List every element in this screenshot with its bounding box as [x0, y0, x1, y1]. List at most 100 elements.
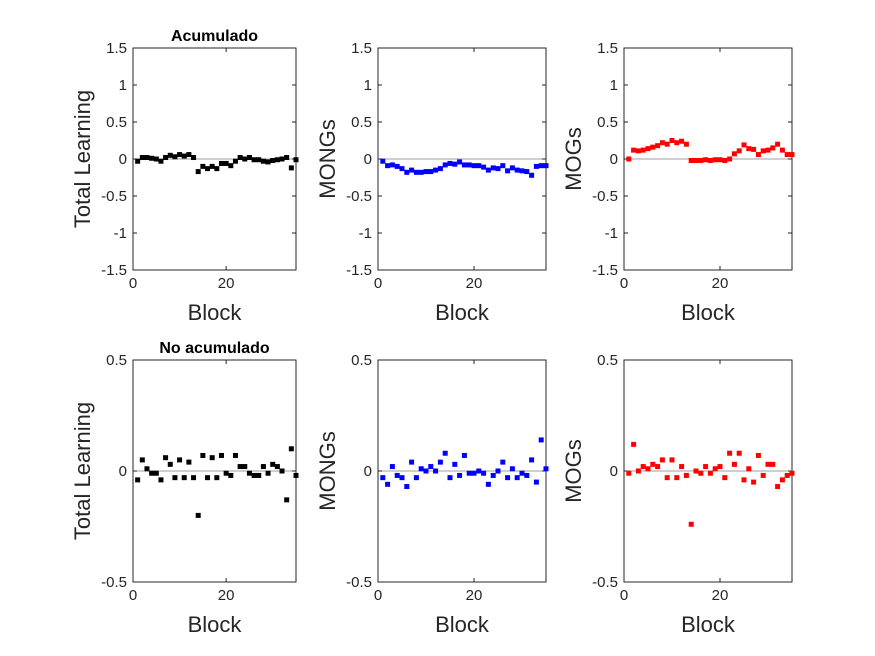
y-tick-label: 0.5	[351, 352, 372, 369]
data-point	[466, 470, 472, 476]
data-point	[481, 470, 487, 476]
data-point	[195, 512, 201, 518]
data-point	[389, 464, 395, 470]
y-tick-label: -1.5	[346, 262, 372, 279]
data-point	[433, 167, 439, 173]
data-point	[149, 470, 155, 476]
data-point	[389, 162, 395, 168]
x-tick-label: 20	[712, 587, 729, 604]
x-axis-label: Block	[435, 612, 490, 637]
data-point	[237, 155, 243, 161]
data-point	[265, 159, 271, 165]
data-point	[437, 166, 443, 172]
y-tick-label: 0	[119, 151, 127, 168]
data-point	[404, 169, 410, 175]
data-point	[167, 461, 173, 467]
data-point	[380, 475, 386, 481]
data-point	[741, 477, 747, 483]
data-point	[765, 147, 771, 153]
data-point	[191, 155, 197, 161]
data-point	[490, 472, 496, 478]
y-tick-label: 0.5	[106, 352, 127, 369]
x-tick-label: 0	[129, 587, 137, 604]
data-point	[163, 155, 169, 161]
data-point	[645, 466, 651, 472]
data-point	[543, 163, 549, 169]
data-point	[645, 146, 651, 152]
data-point	[765, 461, 771, 467]
data-point	[669, 138, 675, 143]
data-point	[722, 157, 728, 163]
data-point	[284, 155, 290, 161]
data-point	[284, 497, 290, 503]
data-point	[447, 160, 453, 166]
y-tick-label: 0.5	[351, 114, 372, 131]
data-point	[683, 141, 689, 147]
y-tick-label: -1	[359, 225, 372, 242]
data-point	[707, 157, 713, 163]
y-axis-label: MOGs	[561, 439, 586, 503]
data-point	[722, 475, 728, 481]
data-point	[385, 163, 391, 169]
data-point	[688, 521, 694, 527]
data-point	[784, 472, 790, 478]
y-tick-label: 0	[610, 463, 618, 480]
data-point	[237, 464, 243, 470]
data-point	[485, 167, 491, 173]
data-point	[149, 155, 155, 161]
data-point	[399, 166, 405, 172]
data-point	[195, 169, 201, 175]
data-point	[399, 475, 405, 481]
data-point	[251, 157, 257, 163]
data-point	[751, 479, 757, 485]
data-point	[727, 450, 733, 456]
data-point	[524, 472, 530, 478]
x-tick-label: 20	[466, 587, 483, 604]
data-point	[505, 475, 511, 481]
data-point	[181, 153, 187, 159]
data-point	[256, 157, 262, 163]
data-point	[514, 167, 520, 173]
data-point	[631, 441, 637, 447]
x-tick-label: 0	[374, 275, 382, 292]
data-point	[385, 481, 391, 487]
data-point	[167, 152, 173, 158]
data-point	[232, 452, 238, 458]
data-point	[655, 464, 661, 470]
data-point	[736, 450, 742, 456]
data-point	[640, 464, 646, 470]
data-point	[476, 468, 482, 474]
y-axis-label: MOGs	[561, 127, 586, 191]
data-point	[789, 152, 795, 158]
data-point	[144, 155, 150, 161]
data-point	[218, 452, 224, 458]
x-tick-label: 20	[712, 275, 729, 292]
y-axis-label: MONGs	[315, 119, 340, 198]
data-point	[679, 138, 685, 144]
y-tick-label: 1.5	[597, 40, 618, 57]
data-point	[214, 475, 220, 481]
data-point	[186, 459, 192, 465]
y-tick-label: -0.5	[101, 188, 127, 205]
data-point	[288, 165, 294, 171]
y-tick-label: -1.5	[592, 262, 618, 279]
y-tick-label: -1	[605, 225, 618, 242]
panel-acumulado-total-learning: -1.5 -1 -0.5 0 0.5 1 1.5 0 20 Block Total Learning…	[70, 28, 299, 325]
data-point	[209, 163, 215, 169]
y-tick-label: 0	[364, 463, 372, 480]
data-point	[626, 470, 632, 476]
data-point	[461, 162, 467, 168]
data-point	[471, 470, 477, 476]
data-point	[260, 464, 266, 470]
data-point	[423, 169, 429, 175]
data-point	[428, 464, 434, 470]
data-point	[717, 464, 723, 470]
data-point	[177, 457, 183, 463]
data-point	[509, 165, 515, 171]
y-tick-label: 1.5	[351, 40, 372, 57]
data-point	[712, 466, 718, 472]
data-point	[158, 477, 164, 483]
data-point	[698, 470, 704, 476]
x-axis-label: Block	[435, 300, 490, 325]
